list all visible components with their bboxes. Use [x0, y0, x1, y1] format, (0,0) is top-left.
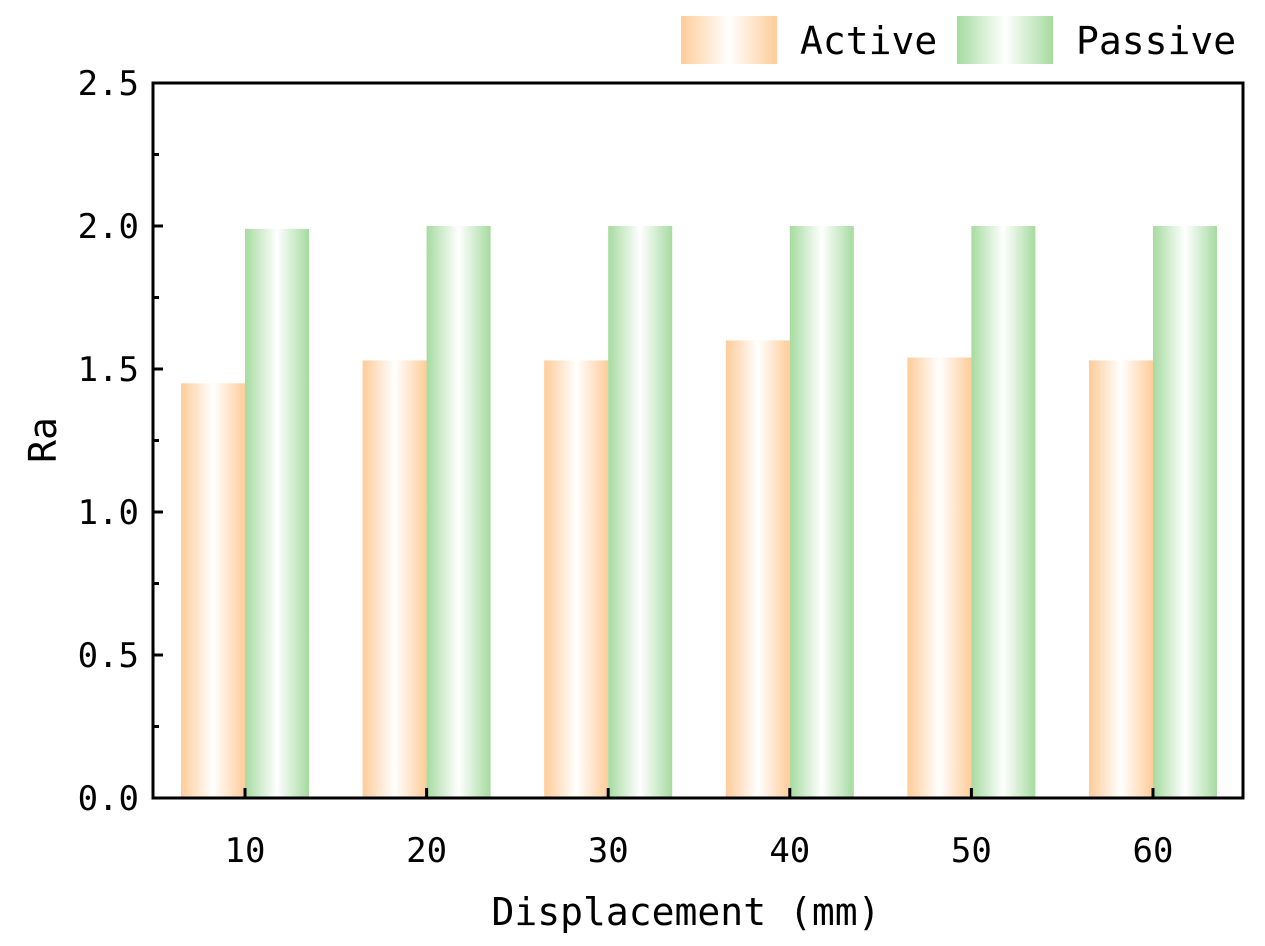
x-tick-label: 30 — [588, 831, 629, 871]
legend-label-active: Active — [800, 19, 937, 63]
x-tick-label: 10 — [225, 831, 266, 871]
bar-active-40 — [725, 340, 790, 798]
bar-passive-20 — [426, 226, 491, 798]
x-tick-label: 20 — [406, 831, 447, 871]
y-tick-label: 0.5 — [78, 636, 139, 676]
bar-passive-60 — [1153, 226, 1217, 798]
y-tick-label: 1.5 — [78, 350, 139, 390]
bar-active-30 — [544, 360, 609, 798]
bar-passive-40 — [789, 226, 854, 798]
legend: Active Passive — [681, 16, 1236, 64]
bars-group — [181, 226, 1217, 799]
legend-swatch-active — [681, 16, 777, 64]
y-tick-label: 2.5 — [78, 64, 139, 104]
legend-label-passive: Passive — [1076, 19, 1236, 63]
bar-active-50 — [907, 357, 972, 798]
plot-frame — [151, 81, 1245, 800]
bar-active-20 — [362, 360, 427, 798]
x-tick-label: 60 — [1133, 831, 1174, 871]
x-axis: 10 20 30 40 50 60 — [225, 788, 1174, 871]
y-tick-label: 0.0 — [78, 779, 139, 819]
y-axis-title: Ra — [21, 417, 65, 463]
bar-passive-50 — [971, 226, 1036, 798]
bar-passive-30 — [608, 226, 673, 798]
bar-active-60 — [1089, 360, 1153, 798]
y-tick-label: 2.0 — [78, 207, 139, 247]
bar-passive-10 — [245, 228, 309, 799]
x-axis-title: Displacement (mm) — [492, 890, 881, 934]
y-tick-label: 1.0 — [78, 493, 139, 533]
x-tick-label: 40 — [769, 831, 810, 871]
x-tick-label: 50 — [951, 831, 992, 871]
y-axis: 0.0 0.5 1.0 1.5 2.0 2.5 — [78, 64, 163, 819]
bar-active-10 — [181, 383, 245, 798]
legend-swatch-passive — [957, 16, 1053, 64]
